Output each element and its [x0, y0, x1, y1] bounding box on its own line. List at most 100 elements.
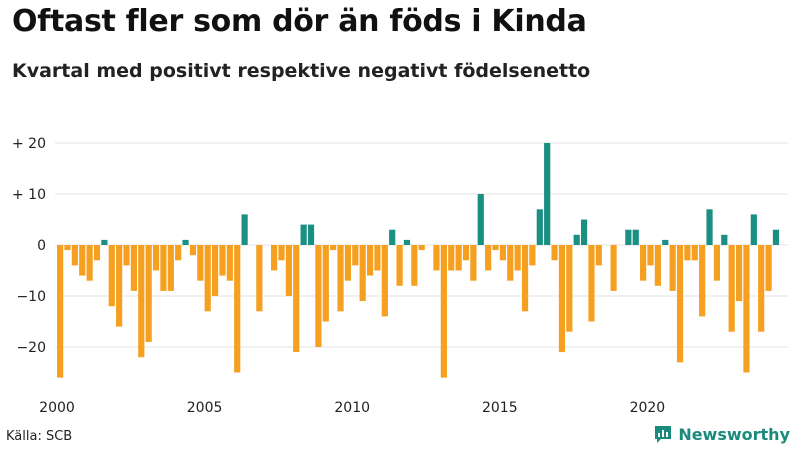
bar — [389, 229, 396, 245]
bar — [772, 229, 780, 245]
y-tick-label: −20 — [16, 340, 46, 356]
newsworthy-logo-icon — [655, 426, 672, 443]
bar — [485, 245, 492, 271]
bar — [71, 245, 78, 266]
bar — [691, 245, 698, 261]
bar — [403, 239, 411, 245]
bar — [507, 245, 514, 281]
bar — [64, 245, 71, 251]
chart-title: Oftast fler som dör än föds i Kinda — [12, 4, 587, 39]
bar — [750, 214, 757, 245]
bar — [130, 245, 137, 291]
bars — [57, 143, 780, 378]
x-axis-tick-labels: 2000 2005 2010 2015 2020 — [39, 400, 665, 416]
bar — [189, 245, 197, 256]
bar — [632, 229, 639, 245]
bar — [101, 239, 108, 245]
bar — [256, 245, 263, 312]
bar — [448, 245, 455, 271]
bar — [418, 245, 425, 251]
bar — [123, 245, 130, 266]
gridlines — [55, 142, 788, 348]
bar — [241, 214, 248, 245]
bar — [352, 245, 359, 266]
y-axis-tick-labels: + 20 + 10 0 −10 −20 — [12, 136, 46, 356]
bar — [138, 245, 145, 358]
bar — [197, 245, 204, 281]
bar — [647, 245, 654, 266]
bar — [234, 245, 241, 373]
bar — [566, 245, 573, 332]
bar — [470, 245, 477, 281]
bar — [676, 245, 684, 363]
x-tick-label: 2005 — [187, 400, 223, 416]
bar — [219, 245, 226, 276]
bar — [152, 245, 160, 271]
bar — [455, 245, 462, 271]
bar — [330, 245, 337, 251]
bar — [499, 245, 506, 261]
x-tick-label: 2020 — [630, 400, 666, 416]
bar — [116, 245, 123, 327]
bar — [588, 245, 595, 322]
bar — [536, 209, 543, 245]
bar — [743, 245, 750, 373]
bar — [160, 245, 167, 291]
bar — [278, 245, 285, 261]
bar — [551, 245, 558, 261]
bar — [226, 245, 233, 281]
bar — [758, 245, 765, 332]
bar — [721, 234, 728, 245]
bar — [322, 245, 329, 322]
brand-logo[interactable]: Newsworthy — [653, 424, 790, 444]
bar — [381, 245, 388, 317]
bar — [175, 245, 182, 261]
bar — [285, 245, 292, 296]
bar — [344, 245, 352, 281]
bar — [699, 245, 706, 317]
bar — [558, 245, 566, 353]
bar — [300, 224, 307, 245]
bar — [374, 245, 381, 271]
x-tick-label: 2015 — [482, 400, 518, 416]
y-tick-label: + 20 — [12, 136, 46, 152]
bar — [654, 245, 661, 286]
bar — [440, 245, 447, 378]
brand-name: Newsworthy — [678, 424, 790, 444]
bar — [79, 245, 86, 276]
x-tick-label: 2010 — [334, 400, 370, 416]
bar — [462, 245, 470, 261]
chart-subtitle: Kvartal med positivt respektive negativt… — [12, 60, 591, 82]
bar — [366, 245, 374, 276]
bar — [765, 245, 772, 291]
bar — [145, 245, 152, 342]
bar — [514, 245, 521, 271]
y-tick-label: 0 — [37, 238, 46, 254]
bar — [86, 245, 93, 281]
bar — [337, 245, 344, 312]
bar — [271, 245, 278, 271]
y-tick-label: + 10 — [12, 187, 46, 203]
bar — [204, 245, 211, 312]
bar — [669, 245, 676, 291]
bar — [728, 245, 735, 332]
bar — [713, 245, 721, 281]
bar — [307, 224, 315, 245]
bar — [640, 245, 647, 281]
bar — [573, 234, 580, 245]
bar — [580, 219, 588, 245]
bar — [610, 245, 617, 291]
bar — [706, 209, 713, 245]
bar — [293, 245, 300, 353]
bar — [735, 245, 743, 302]
source-note: Källa: SCB — [6, 429, 73, 444]
bar — [544, 143, 551, 245]
x-tick-label: 2000 — [39, 400, 75, 416]
y-tick-label: −10 — [16, 289, 46, 305]
bar — [359, 245, 366, 302]
bar — [625, 229, 632, 245]
bar — [595, 245, 602, 266]
bar — [211, 245, 219, 296]
bar — [492, 245, 499, 251]
